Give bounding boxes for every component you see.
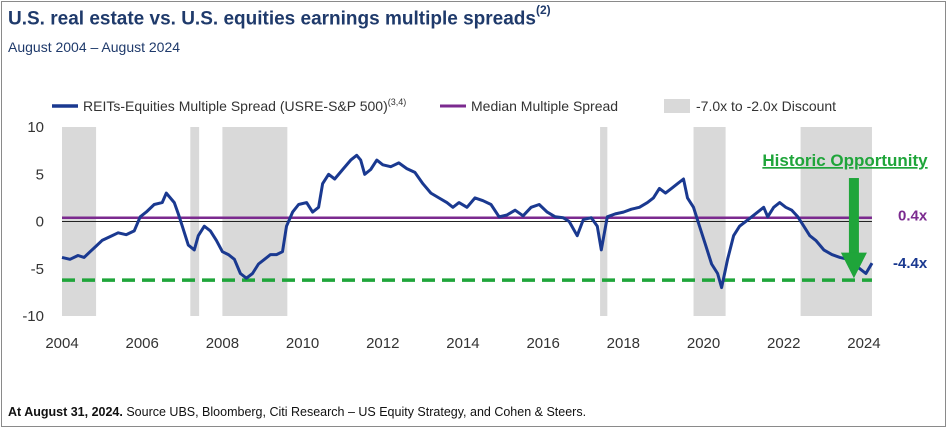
legend-spread-label: REITs-Equities Multiple Spread (USRE-S&P… [83, 97, 406, 114]
y-tick-label-0: 10 [27, 119, 44, 136]
source-note: At August 31, 2024. Source UBS, Bloomber… [8, 405, 587, 419]
chart-title: U.S. real estate vs. U.S. equities earni… [8, 3, 551, 30]
x-tick-label-5: 2014 [446, 335, 479, 352]
x-tick-label-3: 2010 [286, 335, 319, 352]
y-tick-label-4: -10 [22, 308, 44, 325]
legend-median-label: Median Multiple Spread [471, 98, 618, 114]
x-tick-label-0: 2004 [45, 335, 78, 352]
legend-band-swatch [664, 99, 690, 113]
x-axis-ticks: 2004 2006 2008 2010 2012 2014 2016 2018 2020 2022… [45, 335, 880, 352]
y-axis-ticks: 10 5 0 -5 -10 [22, 119, 44, 325]
arrow-head [840, 252, 867, 279]
legend-band-label: -7.0x to -2.0x Discount [696, 98, 836, 114]
x-tick-label-1: 2006 [126, 335, 159, 352]
y-tick-label-3: -5 [31, 261, 44, 278]
x-tick-label-8: 2020 [687, 335, 720, 352]
x-tick-label-2: 2008 [206, 335, 239, 352]
legend-spread-superscript: (3,4) [388, 97, 407, 107]
x-tick-label-7: 2018 [607, 335, 640, 352]
historic-opportunity-arrow [840, 178, 867, 279]
legend: REITs-Equities Multiple Spread (USRE-S&P… [52, 97, 836, 114]
median-value-label: 0.4x [898, 208, 928, 225]
title-superscript: (2) [535, 3, 551, 17]
annotation-historic-opportunity: Historic Opportunity [762, 151, 928, 170]
arrow-shaft [848, 178, 859, 255]
chart-subtitle: August 2004 – August 2024 [8, 39, 181, 55]
x-tick-label-4: 2012 [366, 335, 399, 352]
x-tick-label-10: 2024 [847, 335, 880, 352]
spread-series-line [61, 153, 874, 290]
x-tick-label-6: 2016 [526, 335, 559, 352]
current-value-label: -4.4x [893, 255, 928, 272]
y-tick-label-1: 5 [36, 166, 44, 183]
x-tick-label-9: 2022 [767, 335, 800, 352]
y-tick-label-2: 0 [36, 214, 44, 231]
